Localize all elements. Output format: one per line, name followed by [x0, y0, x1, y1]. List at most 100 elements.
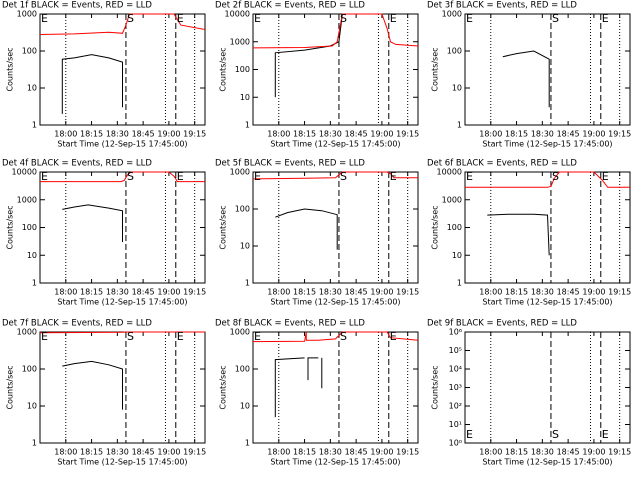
plot-frame [464, 13, 631, 126]
x-tick-label: 18:30 [531, 288, 554, 297]
panel-title: Det 8f BLACK = Events, RED = LLD [215, 319, 365, 329]
event-annotation: E [177, 170, 184, 183]
y-tick-label: 10 [452, 84, 462, 93]
x-tick-label: 18:00 [54, 288, 77, 297]
panel-title: Det 4f BLACK = Events, RED = LLD [2, 159, 152, 169]
panel-title: Det 1f BLACK = Events, RED = LLD [2, 1, 152, 11]
series-line [274, 357, 323, 418]
series-line [252, 331, 419, 343]
x-tick-label: 18:15 [293, 130, 316, 139]
x-tick-label: 18:45 [557, 448, 580, 457]
x-tick-label: 19:15 [183, 448, 206, 457]
event-annotation: S [340, 330, 347, 343]
series-line [274, 13, 343, 98]
x-tick-label: 19:00 [582, 130, 605, 139]
plot-frame [252, 13, 419, 126]
plot-frame [252, 331, 419, 444]
y-tick-label: 1 [245, 439, 250, 448]
y-axis-label: Counts/sec [431, 365, 440, 409]
y-tick-label: 1000 [230, 328, 250, 337]
y-axis-label: Counts/sec [219, 205, 228, 249]
y-tick-label: 1 [32, 121, 37, 130]
y-axis-label: Counts/sec [219, 365, 228, 409]
x-tick-label: 18:15 [505, 288, 528, 297]
event-annotation: E [390, 170, 397, 183]
x-tick-label: 18:00 [267, 130, 290, 139]
x-tick-label: 18:15 [505, 448, 528, 457]
x-tick-label: 18:15 [505, 130, 528, 139]
x-tick-label: 19:00 [157, 448, 180, 457]
y-tick-label: 100 [235, 205, 250, 214]
event-annotation: S [340, 170, 347, 183]
x-tick-label: 19:00 [370, 448, 393, 457]
x-tick-label: 18:45 [345, 288, 368, 297]
x-tick-label: 18:15 [293, 288, 316, 297]
x-tick-label: 19:15 [396, 130, 419, 139]
event-annotation: S [340, 12, 347, 25]
plot-frame [464, 331, 631, 444]
y-tick-label: 1 [245, 279, 250, 288]
x-tick-label: 19:15 [608, 130, 631, 139]
event-annotation: E [41, 170, 48, 183]
plot-frame [252, 171, 419, 284]
series-line [252, 13, 419, 49]
y-axis-label: Counts/sec [431, 205, 440, 249]
event-annotation: S [127, 330, 134, 343]
x-tick-label: 19:15 [183, 288, 206, 297]
panel-title: Det 5f BLACK = Events, RED = LLD [215, 159, 365, 169]
x-tick-label: 18:00 [54, 130, 77, 139]
y-tick-label: 1000 [17, 195, 37, 204]
y-tick-label: 100 [22, 223, 37, 232]
x-axis-label: Start Time (12-Sep-15 17:45:00) [482, 458, 612, 467]
x-axis-label: Start Time (12-Sep-15 17:45:00) [482, 298, 612, 307]
x-tick-label: 19:15 [396, 448, 419, 457]
panel-title: Det 3f BLACK = Events, RED = LLD [427, 1, 577, 11]
y-tick-label: 1000 [17, 328, 37, 337]
event-annotation: E [254, 330, 261, 343]
y-axis-label: Counts/sec [6, 47, 15, 91]
x-tick-label: 19:00 [157, 130, 180, 139]
event-annotation: E [177, 330, 184, 343]
series-line [465, 171, 630, 188]
plot-frame [464, 171, 631, 284]
series-line [502, 50, 550, 108]
x-tick-label: 18:00 [54, 448, 77, 457]
event-annotation: S [552, 428, 559, 441]
x-tick-label: 18:30 [531, 130, 554, 139]
panel-title: Det 7f BLACK = Events, RED = LLD [2, 319, 152, 329]
series-line [39, 331, 205, 334]
event-annotation: E [390, 330, 397, 343]
y-tick-label: 1 [32, 439, 37, 448]
panel-title: Det 9f BLACK = Events, RED = LLD [427, 319, 577, 329]
x-tick-label: 18:15 [80, 288, 103, 297]
y-axis-label: Counts/sec [219, 47, 228, 91]
event-annotation: E [390, 12, 397, 25]
x-tick-label: 18:30 [106, 448, 129, 457]
y-tick-label: 1 [245, 121, 250, 130]
x-tick-label: 18:00 [479, 448, 502, 457]
y-tick-label: 10⁰ [449, 439, 462, 448]
y-tick-label: 1000 [442, 195, 462, 204]
series-line [39, 13, 206, 35]
event-annotation: S [552, 170, 559, 183]
y-tick-label: 1 [457, 279, 462, 288]
y-tick-label: 100 [447, 223, 462, 232]
y-tick-label: 10⁴ [449, 365, 462, 374]
y-tick-label: 1000 [442, 10, 462, 19]
x-tick-label: 19:00 [582, 288, 605, 297]
x-axis-label: Start Time (12-Sep-15 17:45:00) [57, 298, 187, 307]
x-tick-label: 19:15 [608, 448, 631, 457]
y-tick-label: 10³ [449, 383, 462, 392]
x-tick-label: 19:00 [157, 288, 180, 297]
y-tick-label: 1 [32, 279, 37, 288]
x-axis-label: Start Time (12-Sep-15 17:45:00) [270, 298, 400, 307]
x-tick-label: 18:45 [132, 130, 155, 139]
y-tick-label: 100 [447, 47, 462, 56]
series-line [275, 208, 338, 250]
y-tick-label: 10000 [225, 10, 250, 19]
series-line [61, 54, 123, 114]
x-tick-label: 18:45 [557, 130, 580, 139]
event-annotation: E [602, 428, 609, 441]
x-tick-label: 18:15 [80, 130, 103, 139]
